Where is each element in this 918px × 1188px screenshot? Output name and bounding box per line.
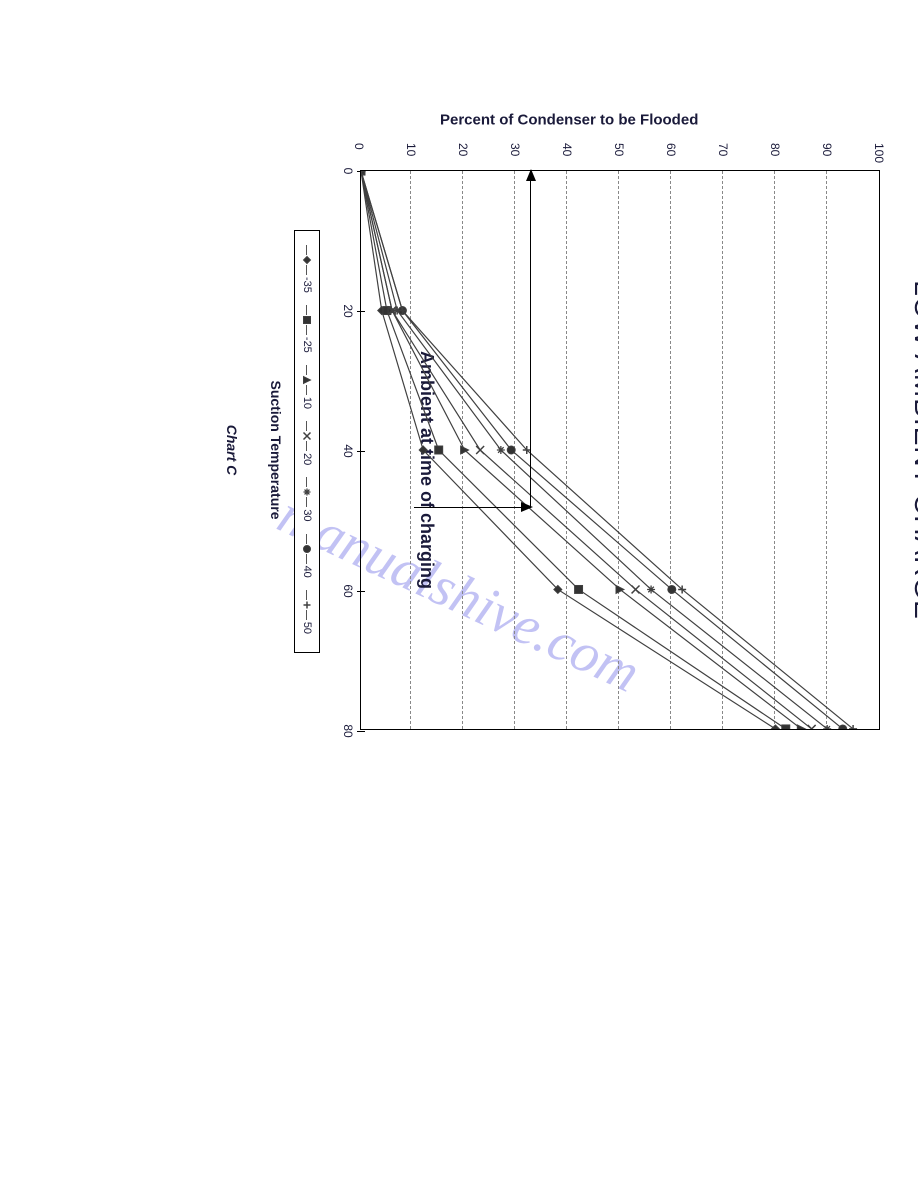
legend-item: -25 (301, 305, 313, 357)
legend-label: 40 (301, 566, 313, 578)
square-icon (302, 315, 312, 325)
xtick-label: 40 (341, 444, 355, 457)
diamond-icon (302, 255, 312, 265)
legend-connector (307, 305, 308, 315)
legend-label: 50 (301, 622, 313, 634)
chart-caption: Chart C (224, 425, 240, 476)
y-axis-label: Percent of Condenser to be Flooded (440, 112, 640, 129)
xtick-mark (357, 731, 365, 732)
plot-area: Ambient at time of charging 010203040506… (360, 170, 880, 730)
legend-item: 20 (301, 421, 313, 469)
xtick-label: 20 (341, 304, 355, 317)
arrow-up-icon (521, 502, 533, 512)
indicator-vertical (414, 507, 531, 508)
ytick-label: 30 (508, 143, 522, 156)
legend-connector (307, 421, 308, 431)
legend-label: 30 (301, 509, 313, 521)
ytick-label: 60 (664, 143, 678, 156)
xtick-label: 80 (341, 724, 355, 737)
plus-icon (302, 600, 312, 610)
legend-item: -35 (301, 245, 313, 297)
grid-line (514, 171, 515, 729)
legend-connector (307, 265, 308, 275)
x-icon (302, 431, 312, 441)
star-icon (302, 487, 312, 497)
grid-line (566, 171, 567, 729)
series-svg (361, 171, 879, 729)
grid-line (410, 171, 411, 729)
page-container: manualshive.com LOW AMBIENT CHARGE Perce… (0, 0, 918, 1188)
legend-connector (307, 365, 308, 375)
legend-box: -35 -25 10 20 30 40 50 (294, 230, 320, 653)
xtick-mark (357, 451, 365, 452)
grid-line (618, 171, 619, 729)
legend-label: -25 (301, 337, 313, 353)
triangle-icon (302, 375, 312, 385)
legend-connector (307, 534, 308, 544)
xtick-mark (357, 591, 365, 592)
x-axis-inner-label: Ambient at time of charging (416, 351, 437, 589)
ytick-label: 0 (352, 143, 366, 150)
legend-item: 10 (301, 365, 313, 413)
legend-connector (307, 245, 308, 255)
xtick-label: 60 (341, 584, 355, 597)
legend-title: Suction Temperature (268, 381, 284, 520)
legend-item: 30 (301, 477, 313, 525)
grid-line (670, 171, 671, 729)
legend-label: 20 (301, 453, 313, 465)
legend-connector (307, 385, 308, 395)
indicator-horizontal (530, 171, 531, 507)
legend-connector (307, 497, 308, 507)
ylabel-line1: Percent of Condenser to be Flooded (440, 112, 698, 129)
ytick-label: 40 (560, 143, 574, 156)
ytick-label: 50 (612, 143, 626, 156)
legend-connector (307, 610, 308, 620)
chart-wrapper: LOW AMBIENT CHARGE Percent of Condenser … (200, 110, 880, 790)
legend-connector (307, 477, 308, 487)
xtick-label: 0 (341, 168, 355, 175)
circle-icon (302, 544, 312, 554)
legend-label: -35 (301, 277, 313, 293)
legend-item: 40 (301, 534, 313, 582)
ytick-label: 100 (872, 143, 886, 163)
legend-connector (307, 554, 308, 564)
legend-row: -35 -25 10 20 30 40 50 (301, 241, 313, 642)
xtick-mark (357, 171, 365, 172)
legend-label: 10 (301, 397, 313, 409)
ytick-label: 80 (768, 143, 782, 156)
grid-line (722, 171, 723, 729)
xtick-mark (357, 311, 365, 312)
ytick-label: 20 (456, 143, 470, 156)
ytick-label: 10 (404, 143, 418, 156)
legend-connector (307, 590, 308, 600)
ytick-label: 90 (820, 143, 834, 156)
ytick-label: 70 (716, 143, 730, 156)
grid-line (462, 171, 463, 729)
arrow-left-icon (526, 169, 536, 181)
legend-item: 50 (301, 590, 313, 638)
grid-line (774, 171, 775, 729)
legend-connector (307, 441, 308, 451)
chart-title: LOW AMBIENT CHARGE (908, 280, 918, 620)
legend-connector (307, 325, 308, 335)
grid-line (826, 171, 827, 729)
